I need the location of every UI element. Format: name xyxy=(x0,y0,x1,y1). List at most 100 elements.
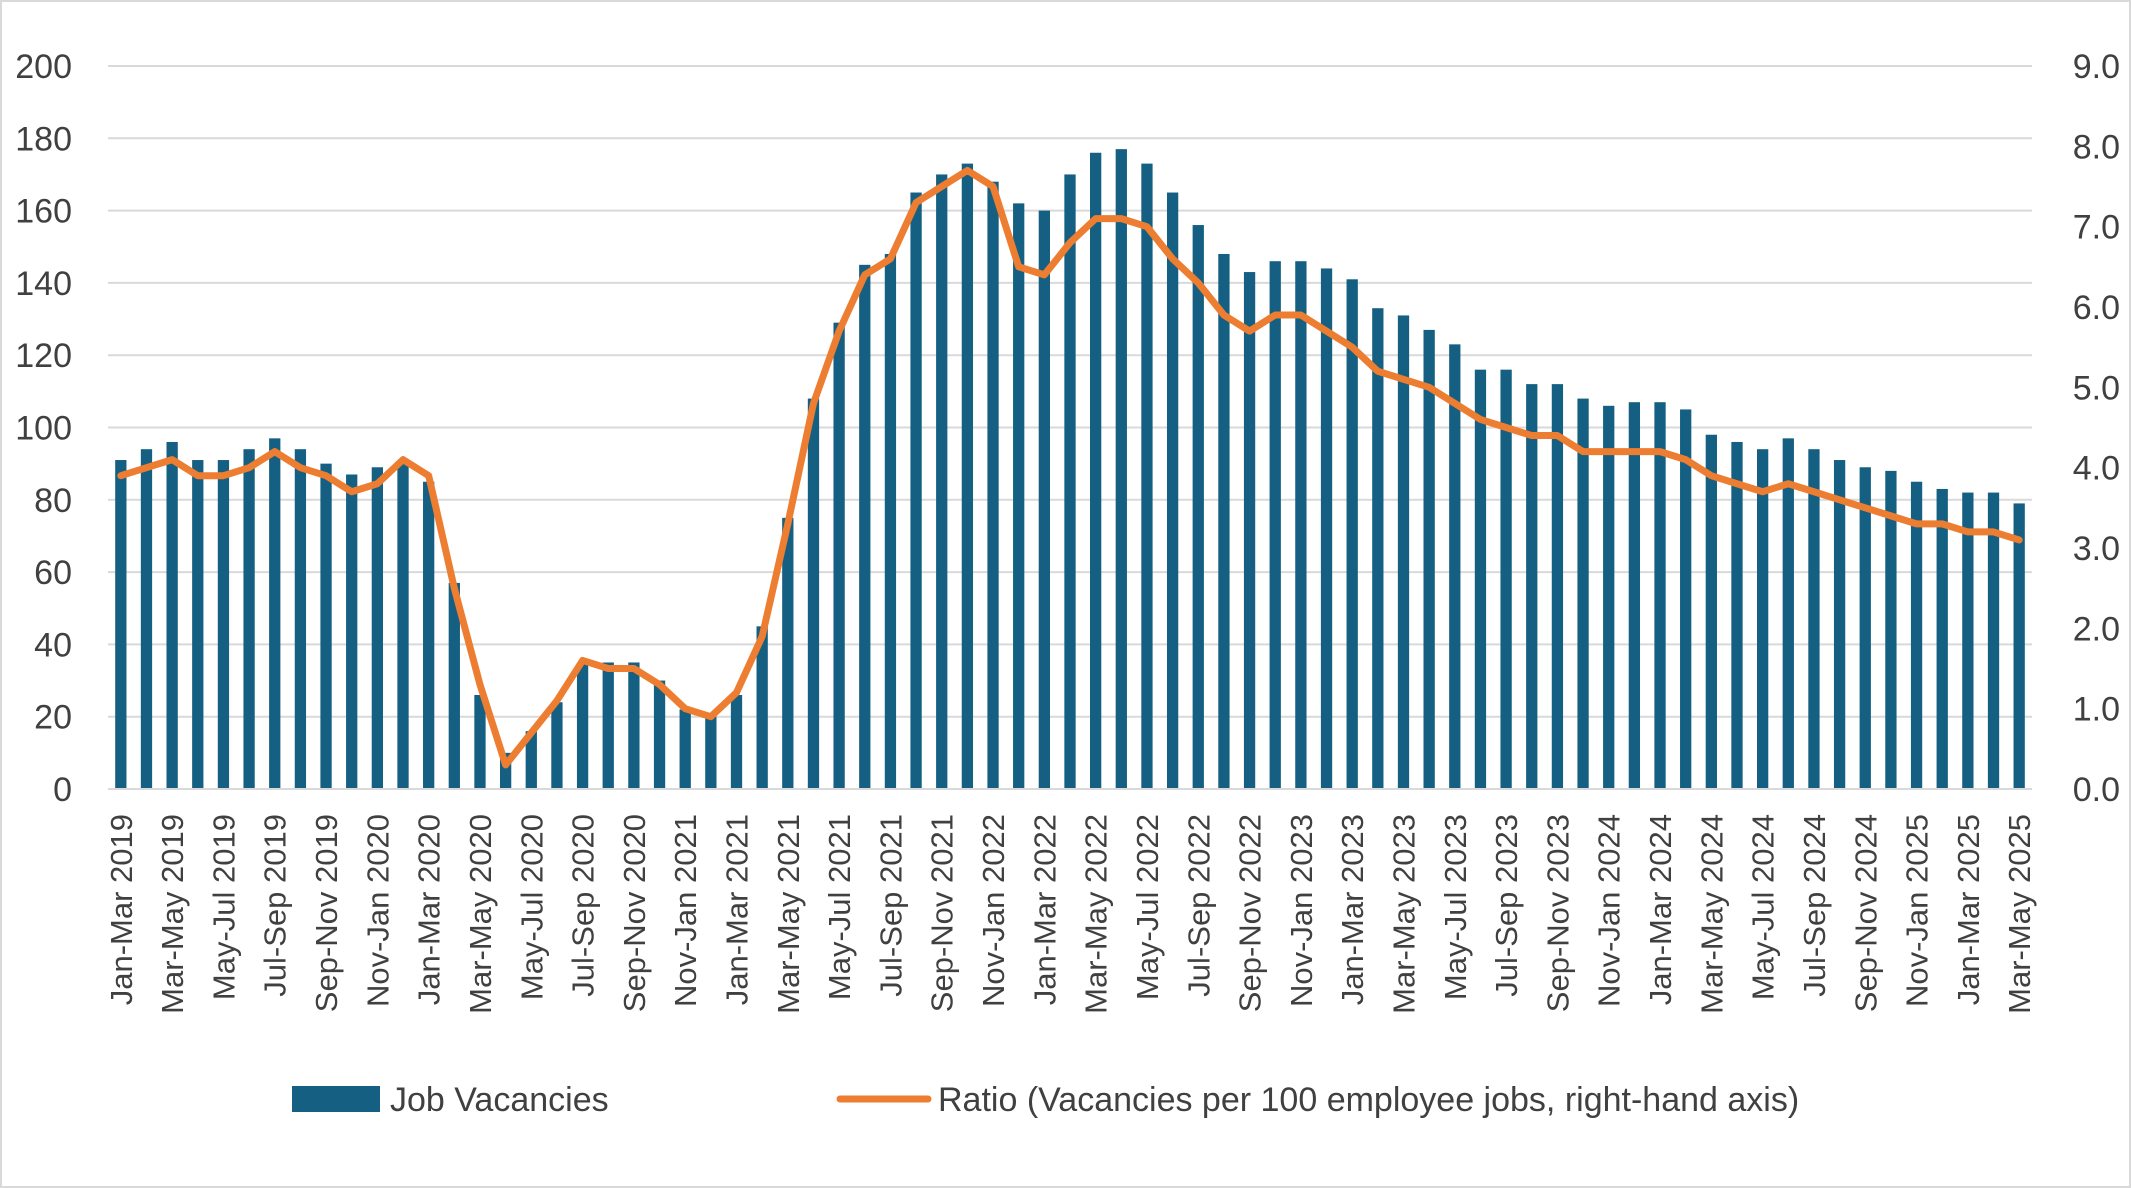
right-y-tick-label: 9.0 xyxy=(2073,48,2120,86)
right-y-tick-label: 5.0 xyxy=(2073,369,2120,407)
x-tick-label: Sep-Nov 2023 xyxy=(1540,814,1575,1012)
bar-job-vacancies xyxy=(1141,163,1153,790)
bar-job-vacancies xyxy=(987,181,999,789)
bar-job-vacancies xyxy=(2013,503,2025,789)
legend-label-job-vacancies: Job Vacancies xyxy=(390,1081,609,1119)
bar-job-vacancies xyxy=(1936,488,1948,789)
x-tick-label: Mar-May 2019 xyxy=(155,814,190,1014)
bar-job-vacancies xyxy=(1628,402,1641,789)
bar-job-vacancies xyxy=(1192,225,1204,789)
right-y-tick-label: 6.0 xyxy=(2073,289,2120,327)
bar-job-vacancies xyxy=(1987,492,2000,789)
x-tick-label: Mar-May 2022 xyxy=(1079,814,1114,1014)
x-tick-label: May-Jul 2024 xyxy=(1746,814,1781,1000)
x-tick-label: May-Jul 2019 xyxy=(206,814,241,1000)
legend-label-ratio: Ratio (Vacancies per 100 employee jobs, … xyxy=(938,1081,1799,1119)
bar-job-vacancies xyxy=(397,463,409,789)
bar-job-vacancies xyxy=(1449,344,1461,789)
x-tick-label: Sep-Nov 2024 xyxy=(1848,814,1883,1012)
x-tick-label: Jan-Mar 2023 xyxy=(1335,814,1370,1005)
right-y-tick-label: 2.0 xyxy=(2073,610,2120,648)
x-tick-label: Jan-Mar 2019 xyxy=(104,814,139,1005)
x-tick-label: Jan-Mar 2022 xyxy=(1027,814,1062,1005)
bar-job-vacancies xyxy=(1603,405,1615,789)
x-tick-label: Mar-May 2025 xyxy=(2002,814,2037,1014)
x-tick-label: Jul-Sep 2020 xyxy=(566,814,601,997)
x-tick-label: Jul-Sep 2024 xyxy=(1797,814,1832,997)
bar-job-vacancies xyxy=(653,680,666,789)
bar-job-vacancies xyxy=(1320,268,1333,789)
bar-job-vacancies xyxy=(782,517,794,789)
bar-job-vacancies xyxy=(371,467,384,789)
legend: Job Vacancies Ratio (Vacancies per 100 e… xyxy=(292,1081,1799,1119)
bar-job-vacancies xyxy=(1166,192,1179,789)
x-tick-label: May-Jul 2023 xyxy=(1438,814,1473,1000)
bar-job-vacancies xyxy=(884,253,897,790)
bar-job-vacancies xyxy=(192,460,204,789)
x-tick-label: Nov-Jan 2025 xyxy=(1900,814,1935,1007)
bar-job-vacancies xyxy=(1038,210,1050,790)
bar-job-vacancies xyxy=(1218,253,1230,790)
x-tick-label: Nov-Jan 2024 xyxy=(1592,814,1627,1007)
bar-job-vacancies xyxy=(217,460,230,789)
bar-job-vacancies xyxy=(499,752,512,789)
x-tick-label: Jul-Sep 2022 xyxy=(1181,814,1216,997)
bar-job-vacancies xyxy=(115,460,127,789)
bar-job-vacancies xyxy=(243,449,255,789)
bar-job-vacancies xyxy=(1243,272,1256,789)
x-tick-label: Nov-Jan 2020 xyxy=(360,814,395,1007)
left-y-tick-label: 160 xyxy=(15,193,72,231)
bar-job-vacancies xyxy=(166,441,178,789)
bar-job-vacancies xyxy=(140,449,153,789)
bar-job-vacancies xyxy=(1115,149,1127,789)
x-tick-label: Mar-May 2020 xyxy=(463,814,498,1014)
bar-job-vacancies xyxy=(679,709,691,789)
x-axis: Jan-Mar 2019 Mar-May 2019 May-Jul 2019 Jul-… xyxy=(104,788,2037,1014)
bar-job-vacancies xyxy=(628,662,640,789)
bar-job-vacancies xyxy=(1962,492,1974,789)
bar-job-vacancies xyxy=(1423,329,1435,789)
bar-job-vacancies xyxy=(525,731,537,789)
right-y-tick-label: 8.0 xyxy=(2073,128,2120,166)
bar-job-vacancies xyxy=(705,716,717,789)
left-y-tick-label: 60 xyxy=(34,554,72,592)
bar-job-vacancies xyxy=(1680,409,1692,789)
left-y-axis: 0 20 40 60 80 100 120 140 160 180 200 xyxy=(15,48,72,809)
left-y-tick-label: 40 xyxy=(34,626,72,664)
x-tick-label: Mar-May 2023 xyxy=(1386,814,1421,1014)
bar-job-vacancies xyxy=(1577,398,1589,789)
bar-job-vacancies xyxy=(576,662,589,789)
x-tick-label: Nov-Jan 2023 xyxy=(1284,814,1319,1007)
legend-bar-swatch xyxy=(292,1086,380,1112)
bar-job-vacancies xyxy=(730,695,743,789)
bar-job-vacancies xyxy=(1551,384,1564,789)
bar-job-vacancies xyxy=(936,174,948,789)
x-tick-label: May-Jul 2022 xyxy=(1130,814,1165,1000)
bar-job-vacancies xyxy=(1397,315,1410,789)
bar-job-vacancies xyxy=(910,192,922,789)
bar-job-vacancies xyxy=(294,449,307,789)
x-tick-label: Sep-Nov 2020 xyxy=(617,814,652,1012)
bar-job-vacancies xyxy=(1782,438,1794,789)
bar-job-vacancies xyxy=(269,438,281,789)
x-tick-label: Nov-Jan 2022 xyxy=(976,814,1011,1007)
bar-job-vacancies xyxy=(1500,369,1512,789)
left-y-tick-label: 200 xyxy=(15,48,72,86)
bar-job-vacancies xyxy=(448,582,460,789)
bar-job-vacancies xyxy=(1885,470,1897,789)
bar-job-vacancies xyxy=(1833,460,1846,789)
bar-job-vacancies xyxy=(320,463,332,789)
x-tick-label: Jan-Mar 2024 xyxy=(1643,814,1678,1005)
x-tick-label: Jan-Mar 2021 xyxy=(720,814,755,1005)
bar-job-vacancies xyxy=(1756,449,1769,789)
left-y-tick-label: 80 xyxy=(34,482,72,520)
x-tick-label: Mar-May 2021 xyxy=(771,814,806,1014)
bar-job-vacancies xyxy=(1526,384,1538,789)
bar-job-vacancies xyxy=(859,264,871,789)
x-tick-label: Mar-May 2024 xyxy=(1694,814,1729,1014)
bar-job-vacancies xyxy=(807,398,820,789)
left-y-tick-label: 0 xyxy=(53,771,72,809)
x-tick-label: Jan-Mar 2025 xyxy=(1951,814,1986,1005)
